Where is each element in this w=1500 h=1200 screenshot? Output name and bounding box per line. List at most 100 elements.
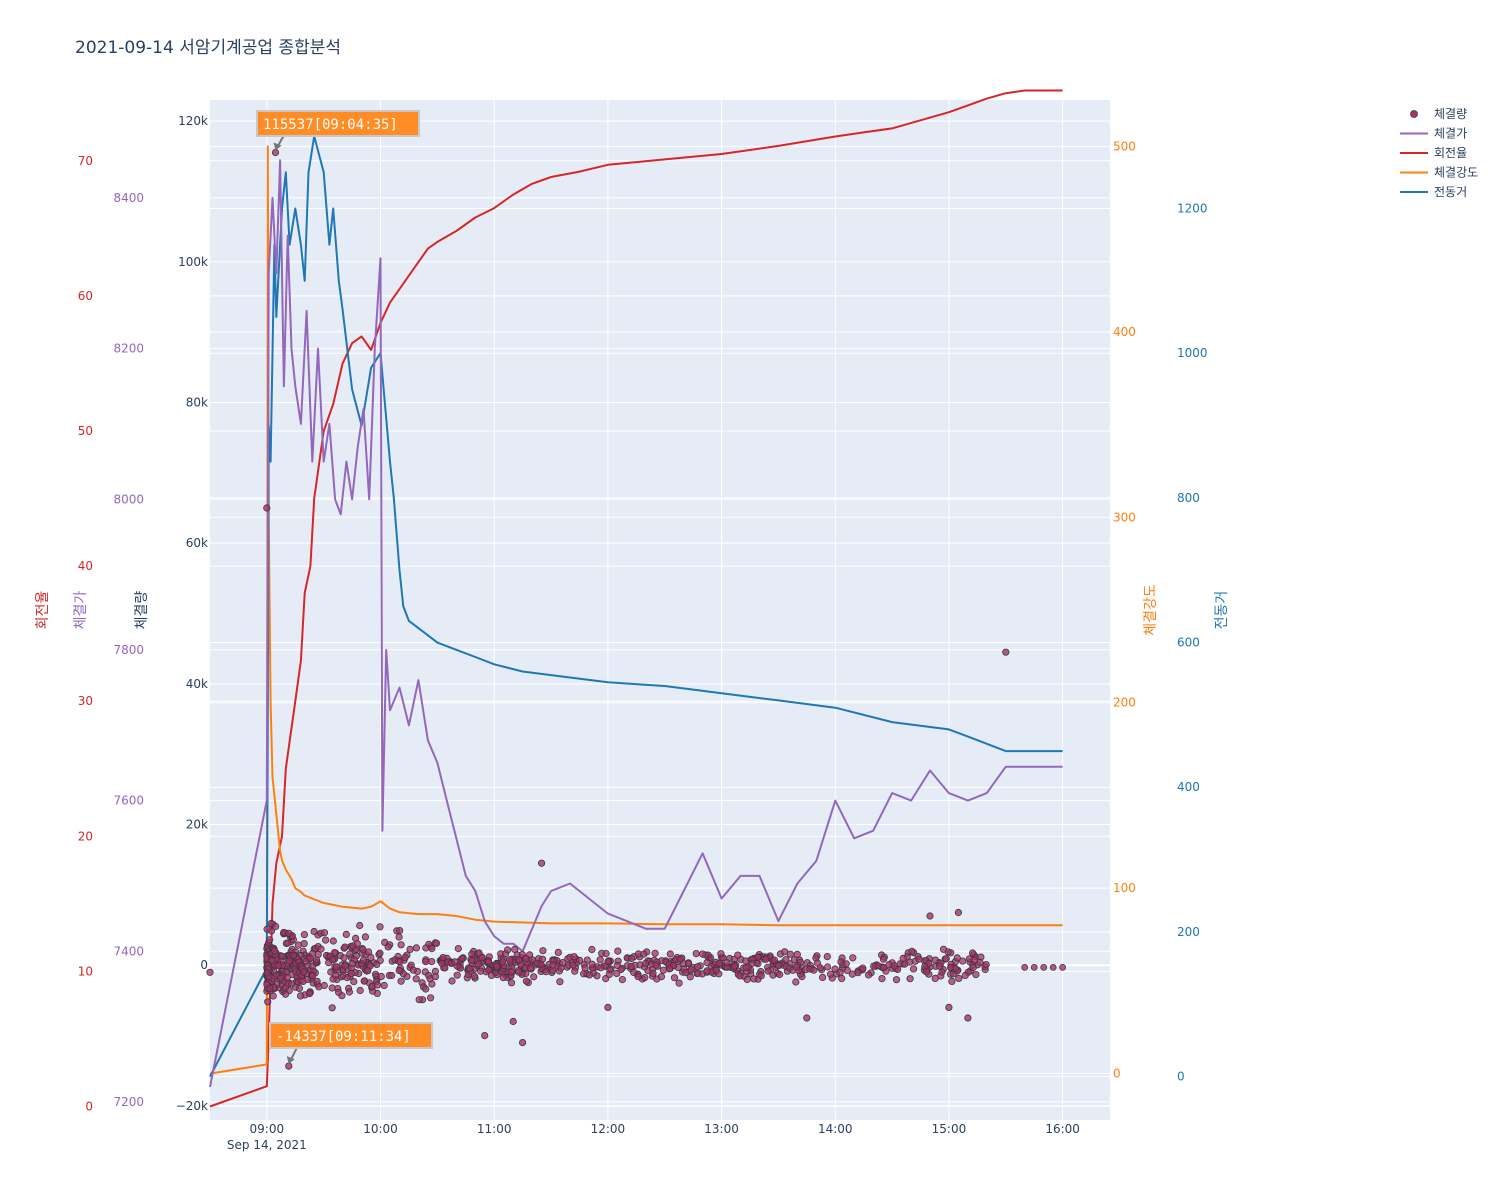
- volume-point: [692, 949, 700, 958]
- volume-point: [712, 966, 721, 974]
- volume-point: [686, 973, 694, 981]
- volume-point: [361, 933, 369, 941]
- legend-item[interactable]: 전동거: [1400, 185, 1467, 199]
- volume-point: [412, 944, 420, 952]
- series-line-체결강도: [209, 145, 1063, 1075]
- volume-point: [613, 961, 621, 970]
- volume-point: [289, 951, 298, 960]
- series-layer: [209, 89, 1063, 1108]
- volume-point: [300, 968, 308, 976]
- volume-point: [596, 956, 604, 964]
- volume-point: [939, 945, 948, 953]
- turnover-tick-label: 10: [78, 964, 93, 978]
- volume-point: [263, 925, 271, 933]
- volume-point: [831, 965, 839, 973]
- volume-point: [684, 960, 693, 968]
- volume-point: [320, 981, 328, 990]
- volume-point: [581, 964, 589, 972]
- axes-layer: 09:00 10:00 11:00 12:00 13:00 14:00 15:00 16:00…: [35, 114, 1230, 1152]
- volume-point: [474, 960, 483, 968]
- volume-point: [515, 956, 523, 964]
- volume-point: [1040, 964, 1048, 971]
- volume-point: [422, 944, 430, 952]
- annotation-arrowhead: [286, 1056, 295, 1065]
- volume-point: [757, 972, 765, 980]
- volume-point: [484, 957, 493, 966]
- volume-point: [618, 975, 627, 984]
- volume-point: [776, 970, 784, 979]
- volume-point: [397, 977, 405, 985]
- volume-point: [703, 967, 711, 975]
- volume-point: [748, 959, 756, 967]
- volume-point: [818, 973, 827, 982]
- volume-point: [453, 971, 461, 979]
- volume-point: [723, 959, 731, 967]
- volume-point: [731, 962, 739, 970]
- volume-point: [961, 971, 969, 980]
- volume-point: [922, 968, 931, 976]
- volume-tick-label: 60k: [186, 536, 208, 550]
- volume-point: [948, 977, 956, 986]
- volume-point: [481, 1032, 489, 1040]
- legend-item[interactable]: 체결가: [1400, 127, 1467, 141]
- price-tick-label: 7200: [113, 1095, 144, 1109]
- volume-point: [908, 947, 916, 955]
- volume-point: [468, 956, 476, 965]
- volume-point: [539, 947, 547, 955]
- strength-tick-label: 500: [1113, 139, 1136, 153]
- strength-tick-label: 0: [1113, 1067, 1121, 1081]
- volume-point: [909, 965, 918, 973]
- volume-point: [503, 946, 512, 954]
- volume-tick-label: 100k: [178, 255, 208, 269]
- volume-point: [537, 960, 545, 969]
- volume-point: [397, 941, 405, 949]
- volume-point: [388, 971, 396, 980]
- volume-point: [281, 990, 290, 998]
- x-tick-label: 12:00: [591, 1122, 626, 1136]
- volume-point: [717, 950, 725, 958]
- volume-point: [409, 966, 417, 974]
- volume-point: [285, 929, 293, 937]
- volume-point: [1049, 964, 1057, 971]
- volume-point: [823, 963, 832, 971]
- volume-point: [793, 950, 801, 959]
- legend-item[interactable]: 체결강도: [1400, 166, 1478, 180]
- volume-point: [373, 981, 382, 989]
- volume-point: [475, 949, 483, 957]
- volume-point: [438, 959, 446, 967]
- volume-point: [451, 958, 459, 966]
- volume-point: [470, 972, 478, 980]
- volume-point: [522, 977, 531, 985]
- volume-point: [295, 984, 303, 993]
- volume-point: [630, 968, 638, 977]
- volume-tick-label: −20k: [176, 1099, 208, 1113]
- volume-point: [641, 959, 650, 968]
- volume-point: [597, 964, 605, 972]
- volume-point: [268, 956, 276, 965]
- volume-point: [263, 504, 271, 512]
- volume-point: [305, 989, 314, 998]
- volume-point: [955, 974, 963, 983]
- volume-point: [769, 971, 777, 979]
- volume-point: [499, 973, 507, 982]
- volume-point: [327, 968, 335, 976]
- strength-tick-label: 300: [1113, 510, 1136, 524]
- volume-point: [340, 954, 348, 962]
- volume-point: [754, 953, 762, 961]
- volume-point: [294, 941, 302, 949]
- volume-point: [571, 967, 579, 975]
- x-date-label: Sep 14, 2021: [227, 1138, 307, 1152]
- legend-item[interactable]: 체결량: [1410, 107, 1468, 121]
- volume-point: [942, 955, 950, 963]
- annotation-text: 115537[09:04:35]: [263, 117, 398, 133]
- volume-point: [320, 929, 329, 937]
- volume-point: [454, 944, 462, 953]
- volume-point: [742, 964, 750, 972]
- volume-point: [346, 950, 354, 958]
- volume-point: [736, 972, 744, 980]
- momentum-tick-label: 1200: [1177, 202, 1208, 216]
- volume-point: [206, 968, 214, 976]
- chart-title: 2021-09-14 서암기계공업 종합분석: [75, 38, 342, 58]
- legend-item[interactable]: 회전율: [1400, 146, 1467, 160]
